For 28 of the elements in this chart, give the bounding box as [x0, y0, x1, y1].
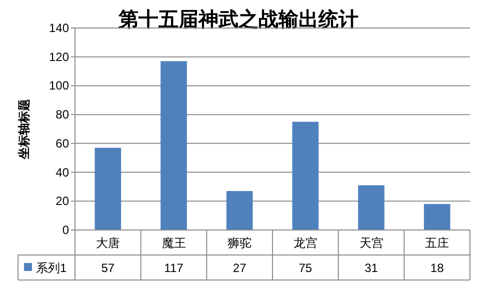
bar — [358, 185, 384, 230]
y-tick-label: 120 — [48, 50, 70, 64]
bar — [292, 122, 319, 230]
bar — [424, 204, 450, 230]
x-tick-label: 天宫 — [359, 236, 384, 250]
x-tick-label: 五庄 — [425, 236, 450, 250]
y-tick-label: 20 — [56, 194, 70, 208]
y-axis-title: 坐标轴标题 — [17, 99, 31, 160]
bar — [226, 191, 253, 230]
data-label: 57 — [101, 261, 115, 275]
data-label: 75 — [298, 261, 312, 275]
y-tick-label: 140 — [48, 21, 70, 35]
data-label: 31 — [364, 261, 378, 275]
y-tick-label: 40 — [56, 165, 70, 180]
legend-label: 系列1 — [36, 261, 67, 275]
x-tick-label: 魔王 — [162, 236, 186, 250]
data-label: 117 — [164, 261, 184, 275]
y-tick-label: 80 — [56, 108, 70, 122]
y-tick-label: 100 — [48, 78, 70, 93]
data-label: 18 — [430, 261, 444, 275]
y-tick-label: 0 — [62, 223, 70, 237]
bar — [94, 148, 122, 230]
x-tick-label: 龙宫 — [293, 236, 318, 250]
x-tick-label: 狮驼 — [228, 236, 252, 250]
y-tick-label: 60 — [56, 136, 70, 150]
x-tick-label: 大唐 — [96, 236, 120, 250]
data-label: 27 — [232, 261, 247, 275]
bar — [160, 61, 187, 230]
